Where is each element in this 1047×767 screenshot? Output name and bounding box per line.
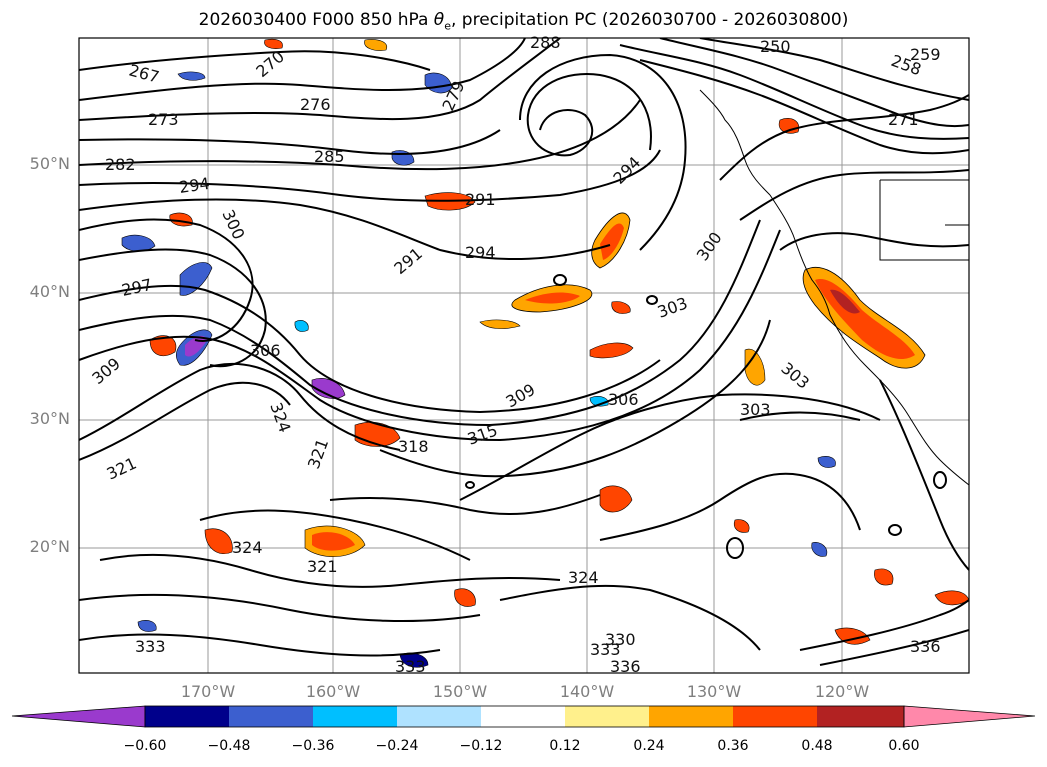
lon-label: 150°W bbox=[432, 682, 488, 701]
plot-frame bbox=[78, 37, 970, 674]
colorbar-tick: 0.48 bbox=[801, 738, 833, 754]
contour-label: 303 bbox=[740, 400, 771, 419]
colorbar-tick: −0.60 bbox=[123, 738, 167, 754]
lon-label: 120°W bbox=[814, 682, 870, 701]
colorbar-tick: −0.48 bbox=[207, 738, 251, 754]
contour-label: 285 bbox=[314, 147, 345, 166]
lat-label: 50°N bbox=[29, 154, 70, 173]
contour-label: 288 bbox=[530, 33, 561, 52]
contour-label: 333 bbox=[135, 637, 166, 656]
lon-label: 130°W bbox=[686, 682, 742, 701]
contour-label: 306 bbox=[250, 341, 281, 360]
contour-label: 271 bbox=[888, 110, 919, 129]
contour-label: 282 bbox=[105, 155, 136, 174]
colorbar-bin bbox=[733, 706, 817, 727]
precip-positive-areas bbox=[149, 38, 969, 645]
lat-label: 30°N bbox=[29, 409, 70, 428]
colorbar-bin bbox=[229, 706, 313, 727]
contour-label: 333 bbox=[395, 657, 426, 676]
coastline bbox=[699, 89, 969, 486]
contour-label: 273 bbox=[148, 110, 179, 129]
contour-label: 330 bbox=[605, 630, 636, 649]
precip-shading bbox=[121, 38, 969, 668]
colorbar-bin bbox=[817, 706, 904, 727]
lon-label: 160°W bbox=[305, 682, 361, 701]
colorbar-bin bbox=[313, 706, 397, 727]
colorbar-bin bbox=[145, 706, 229, 727]
colorbar-tick: 0.36 bbox=[717, 738, 749, 754]
theta-e-contours bbox=[79, 38, 969, 666]
colorbar-bin bbox=[649, 706, 733, 727]
contour-label: 324 bbox=[232, 538, 263, 557]
contour-label: 250 bbox=[760, 37, 791, 56]
contour-label: 321 bbox=[307, 557, 338, 576]
lon-label: 140°W bbox=[559, 682, 615, 701]
colorbar-over-triangle bbox=[903, 705, 1036, 728]
contour-label: 294 bbox=[178, 174, 211, 197]
contour-label: 306 bbox=[608, 390, 639, 409]
contour-labels: 267 270 273 276 279 282 285 288 291 291 … bbox=[88, 33, 940, 676]
colorbar-bin bbox=[397, 706, 481, 727]
contour-label: 318 bbox=[398, 437, 429, 456]
colorbar-bin bbox=[565, 706, 649, 727]
lat-label: 40°N bbox=[29, 282, 70, 301]
colorbar-bin bbox=[481, 706, 565, 727]
colorbar-tick: 0.60 bbox=[888, 738, 920, 754]
contour-label: 291 bbox=[465, 190, 496, 209]
colorbar-under-triangle bbox=[11, 705, 146, 728]
contour-label: 276 bbox=[300, 95, 331, 114]
contour-label: 336 bbox=[910, 637, 941, 656]
chart-title: 2026030400 F000 850 hPa θe, precipitatio… bbox=[198, 10, 849, 33]
lat-label: 20°N bbox=[29, 537, 70, 556]
contour-label: 333 bbox=[590, 640, 621, 659]
contour-label: 294 bbox=[465, 243, 496, 262]
contour-label: 324 bbox=[568, 568, 599, 587]
contour-label: 336 bbox=[610, 657, 641, 676]
contour-label: 259 bbox=[910, 45, 941, 64]
lon-label: 170°W bbox=[180, 682, 236, 701]
colorbar bbox=[11, 705, 1036, 728]
colorbar-tick: 0.24 bbox=[633, 738, 665, 754]
plot-area bbox=[79, 38, 969, 673]
colorbar-tick: −0.36 bbox=[291, 738, 335, 754]
colorbar-tick: 0.12 bbox=[549, 738, 581, 754]
colorbar-tick: −0.12 bbox=[459, 738, 503, 754]
colorbar-tick: −0.24 bbox=[375, 738, 419, 754]
